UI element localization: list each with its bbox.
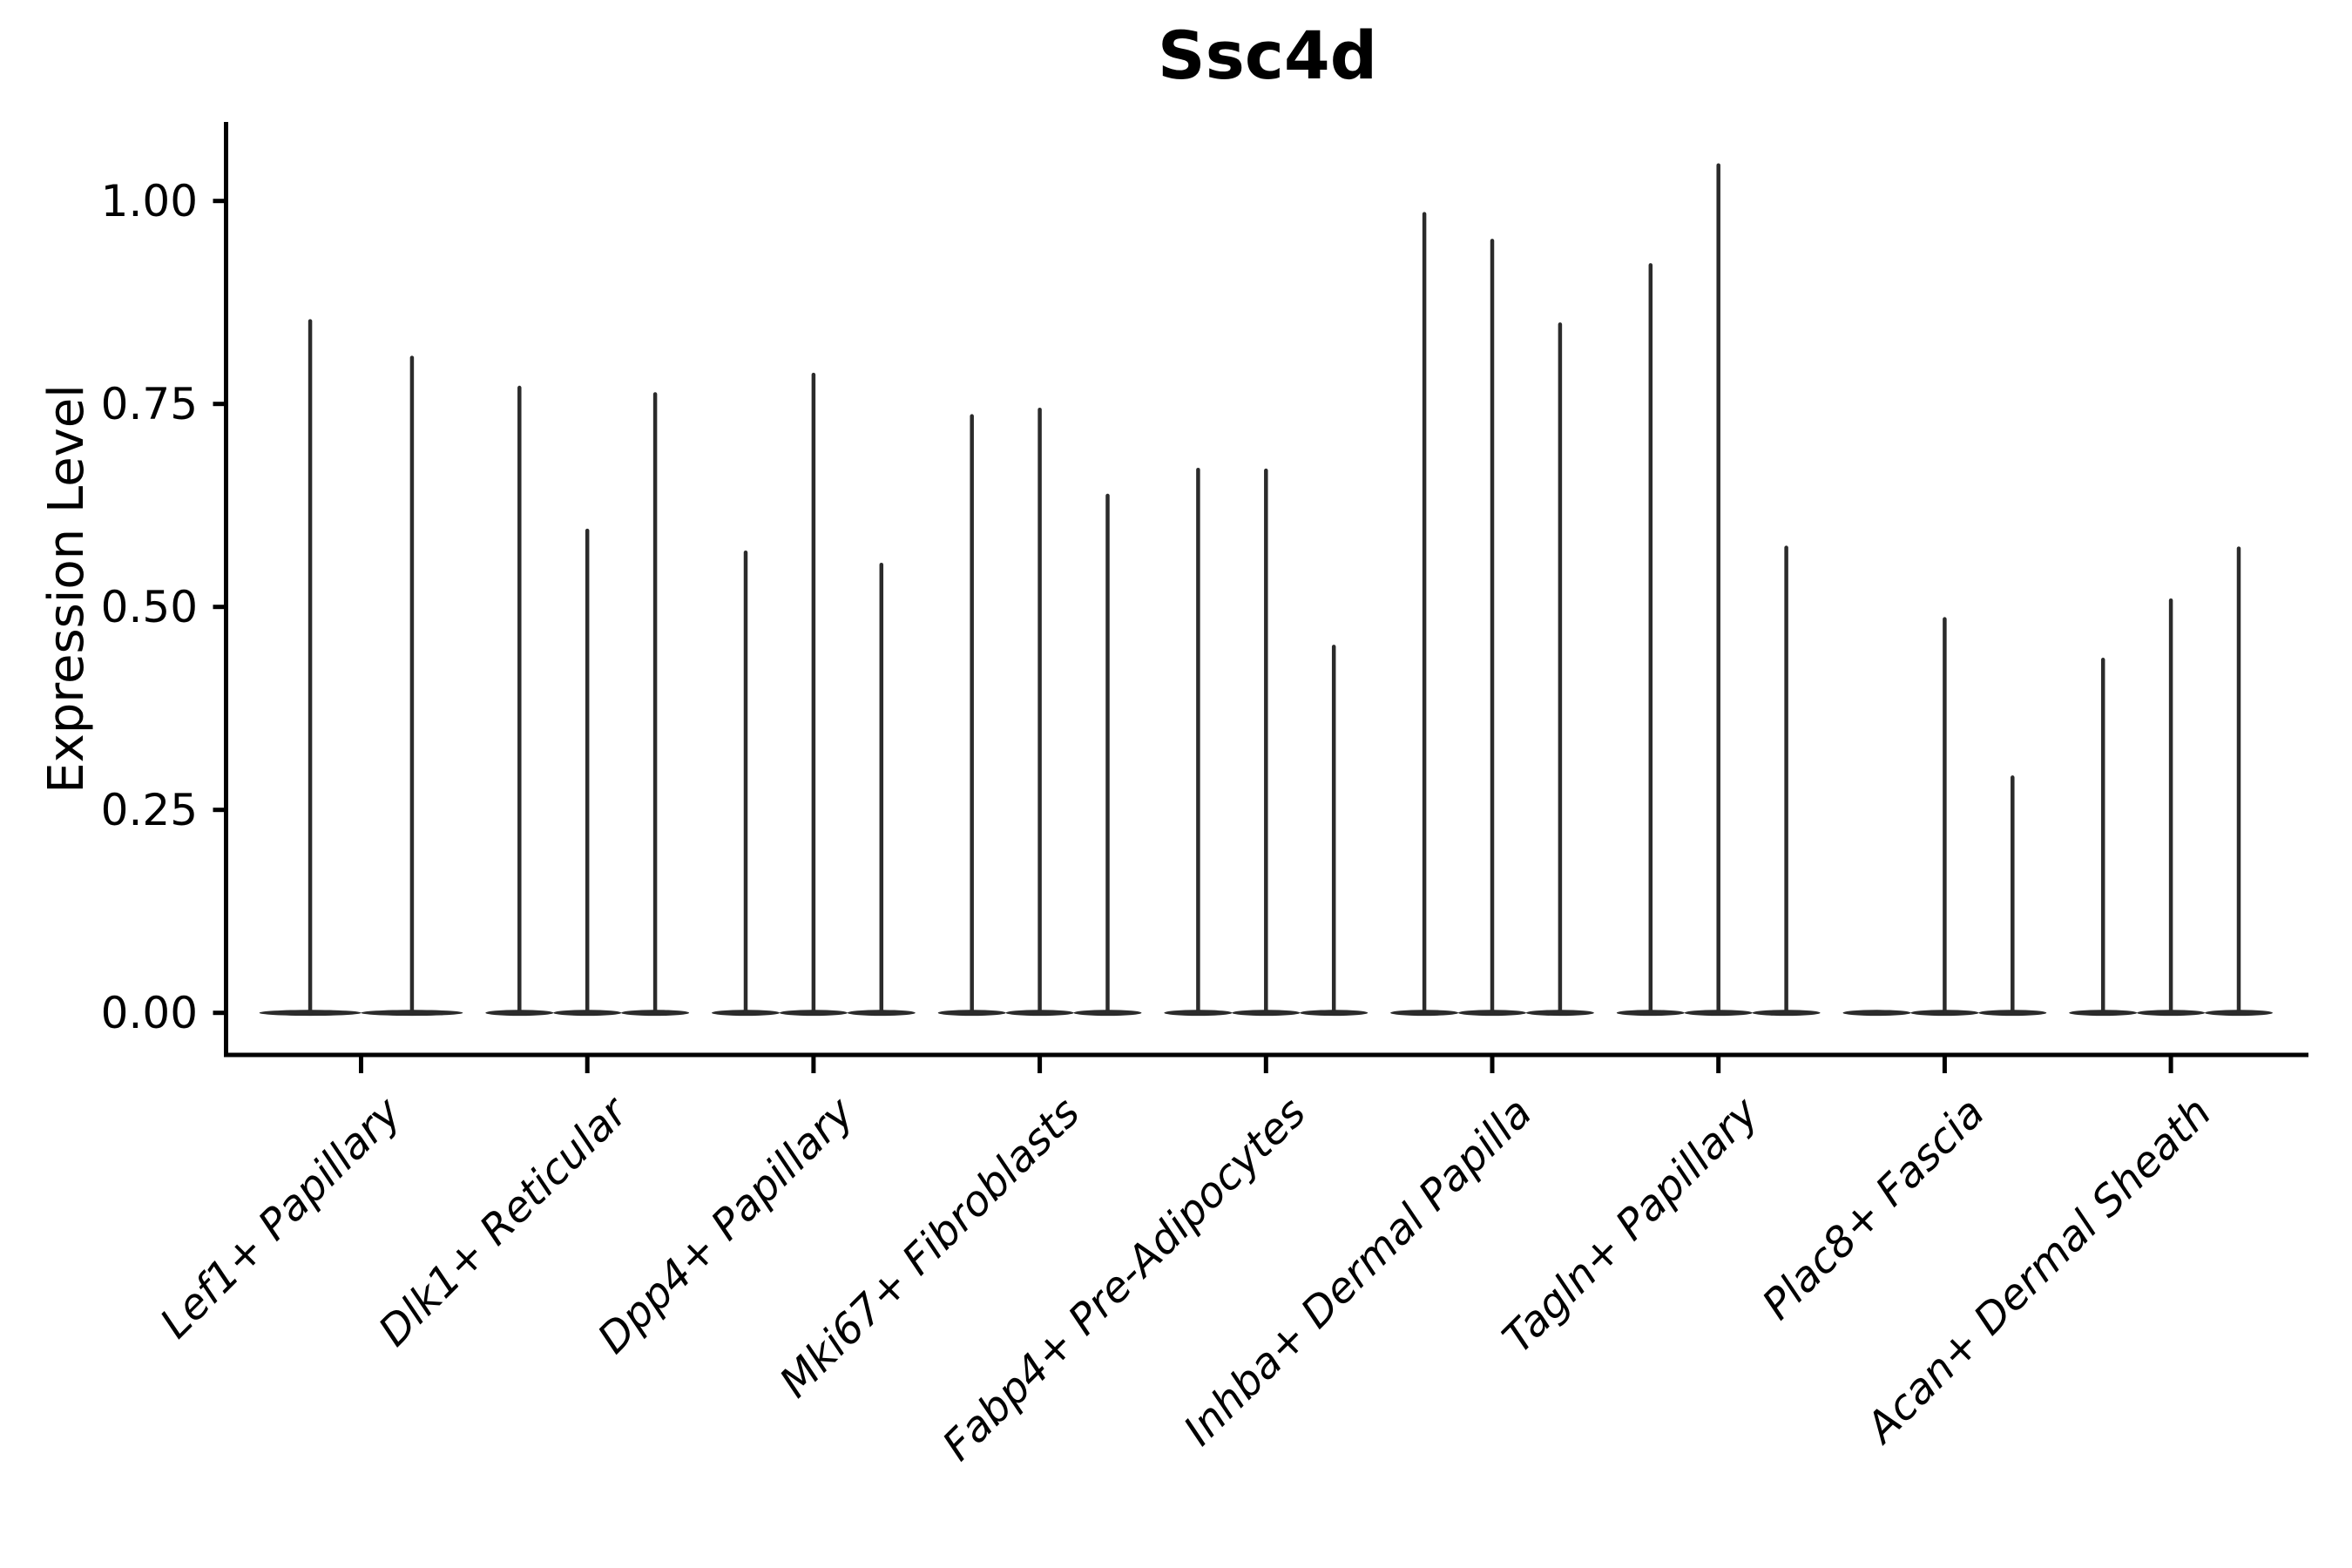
- violin-base: [1842, 1010, 1911, 1017]
- y-tick-label: 1.00: [100, 175, 198, 226]
- y-tick-label: 0.00: [100, 987, 198, 1038]
- y-tick-label: 0.50: [100, 581, 198, 632]
- plot-title: Ssc4d: [1157, 17, 1378, 94]
- y-tick-label: 0.75: [100, 378, 198, 429]
- y-tick-label: 0.25: [100, 784, 198, 835]
